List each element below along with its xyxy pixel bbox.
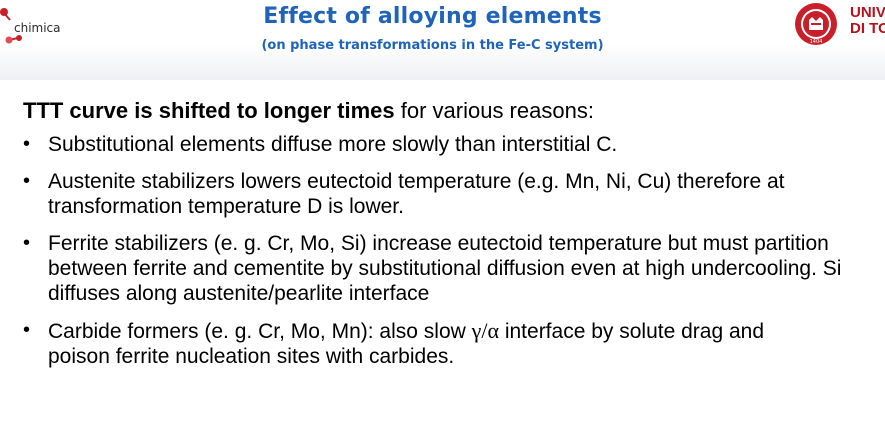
intro-bold: TTT curve is shifted to longer times (23, 98, 395, 123)
bullet-text-part3: poison ferrite nucleation sites with car… (48, 345, 455, 368)
bullet-item: • Ferrite stabilizers (e. g. Cr, Mo, Si)… (23, 231, 878, 306)
bullet-dot-icon: • (23, 170, 31, 192)
chimica-logo-text: chimica (14, 21, 61, 35)
chimica-logo: chimica (0, 6, 80, 46)
university-logo: 1404 UNIV DI TO (790, 0, 885, 48)
intro-rest: for various reasons: (394, 98, 594, 123)
university-name-line1: UNIV (850, 4, 885, 21)
molecule-icon (0, 8, 22, 44)
bullet-text: Substitutional elements diffuse more slo… (48, 133, 618, 156)
seal-year: 1404 (810, 39, 823, 45)
bullet-list: • Substitutional elements diffuse more s… (23, 132, 878, 369)
bullet-text-part1: Carbide formers (e. g. Cr, Mo, Mn): also… (48, 320, 472, 343)
university-seal-icon: 1404 (795, 3, 837, 45)
university-name-line2: DI TO (850, 20, 885, 37)
gamma-alpha-symbol: γ/α (471, 318, 499, 343)
bullet-text: Ferrite stabilizers (e. g. Cr, Mo, Si) i… (48, 232, 842, 305)
university-name: UNIV DI TO (850, 5, 885, 37)
bullet-dot-icon: • (23, 232, 31, 254)
bullet-item: • Carbide formers (e. g. Cr, Mo, Mn): al… (23, 318, 878, 369)
intro-text: TTT curve is shifted to longer times for… (23, 98, 878, 124)
bullet-item: • Austenite stabilizers lowers eutectoid… (23, 169, 878, 219)
bullet-dot-icon: • (23, 319, 31, 341)
bullet-item: • Substitutional elements diffuse more s… (23, 132, 878, 157)
bullet-text-part2: interface by solute drag and (499, 320, 765, 343)
slide-subtitle: (on phase transformations in the Fe-C sy… (261, 38, 604, 53)
bullet-text: Austenite stabilizers lowers eutectoid t… (48, 170, 785, 218)
bullet-dot-icon: • (23, 133, 31, 155)
slide-title: Effect of alloying elements (263, 4, 602, 29)
slide-body: TTT curve is shifted to longer times for… (23, 98, 878, 381)
slide-header: chimica Effect of alloying elements (on … (0, 0, 885, 80)
